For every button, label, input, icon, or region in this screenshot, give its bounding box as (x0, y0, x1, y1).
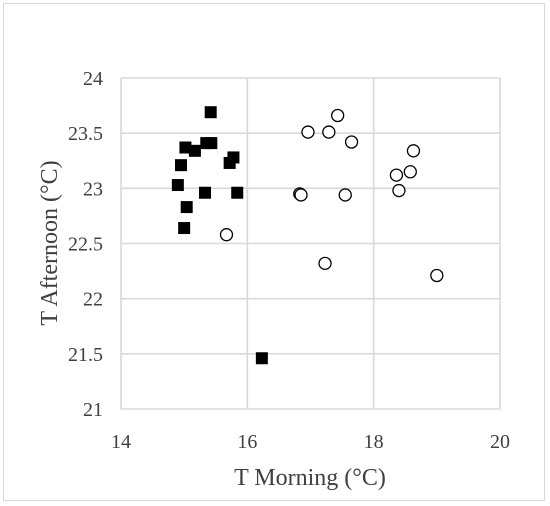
data-points (171, 106, 444, 365)
tick-labels: 21 21.5 22 22.5 23 23.5 24 14 16 18 20 (68, 68, 510, 453)
y-tick-label: 24 (83, 68, 103, 90)
x-tick-label: 16 (237, 431, 257, 453)
y-tick-label: 22.5 (68, 234, 103, 256)
circle-point (344, 135, 359, 149)
circle-point (318, 256, 332, 271)
circle-point (406, 144, 421, 158)
axes (120, 78, 500, 410)
y-tick-label: 21 (83, 399, 103, 421)
square-point (255, 352, 268, 365)
square-point (199, 186, 212, 199)
x-tick-label: 18 (364, 431, 384, 453)
square-point (178, 222, 191, 235)
x-tick-label: 20 (490, 431, 510, 453)
y-axis-title: T Afternoon (°C) (37, 160, 63, 325)
chart-frame (3, 3, 545, 501)
y-tick-label: 23 (83, 178, 103, 200)
square-point (175, 159, 188, 172)
square-point (179, 141, 192, 154)
square-point (188, 144, 201, 157)
circle-point (301, 125, 315, 139)
x-axis-title: T Morning (°C) (234, 465, 386, 491)
y-tick-label: 21.5 (68, 344, 103, 366)
circle-point (389, 168, 404, 182)
circle-point (331, 108, 345, 123)
square-point (231, 186, 244, 199)
circle-point (430, 268, 444, 283)
circle-point (322, 125, 336, 139)
circle-point (338, 188, 352, 202)
square-point (204, 106, 217, 119)
square-point (223, 156, 236, 169)
circle-point (392, 183, 406, 198)
y-tick-label: 23.5 (68, 123, 103, 145)
circle-point (219, 228, 234, 242)
square-point (205, 137, 218, 150)
square-point (171, 179, 184, 192)
circle-point (403, 165, 417, 179)
y-tick-label: 22 (83, 289, 103, 311)
x-tick-label: 14 (111, 431, 131, 453)
gridlines (121, 77, 501, 409)
square-point (180, 201, 193, 214)
circle-point (294, 188, 308, 202)
